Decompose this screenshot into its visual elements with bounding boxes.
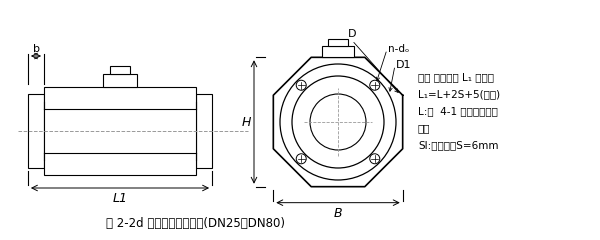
- Text: D1: D1: [396, 60, 412, 70]
- Bar: [196, 94, 212, 168]
- Text: 图 2-2d 一体型电磁流量计(DN25～DN80): 图 2-2d 一体型电磁流量计(DN25～DN80): [106, 217, 284, 230]
- Text: H: H: [242, 115, 251, 128]
- Text: Sl:接地环，S=6mm: Sl:接地环，S=6mm: [418, 140, 499, 150]
- Text: L:表  4-1 中仪表理论长: L:表 4-1 中仪表理论长: [418, 106, 498, 116]
- Text: b: b: [32, 44, 40, 54]
- Bar: [328, 39, 348, 46]
- Bar: [103, 74, 137, 87]
- Bar: [322, 46, 354, 57]
- Bar: [110, 66, 130, 74]
- Text: L1: L1: [113, 192, 128, 205]
- Text: B: B: [334, 207, 343, 220]
- Bar: [28, 94, 44, 168]
- Text: 度。: 度。: [418, 123, 431, 133]
- Text: D: D: [348, 29, 356, 39]
- Text: L₁=L+2S+5(允差): L₁=L+2S+5(允差): [418, 89, 500, 99]
- Text: 注： 仪表长度 L₁ 含衬里: 注： 仪表长度 L₁ 含衬里: [418, 72, 494, 82]
- Bar: [44, 87, 196, 175]
- Text: n-dₒ: n-dₒ: [388, 44, 409, 54]
